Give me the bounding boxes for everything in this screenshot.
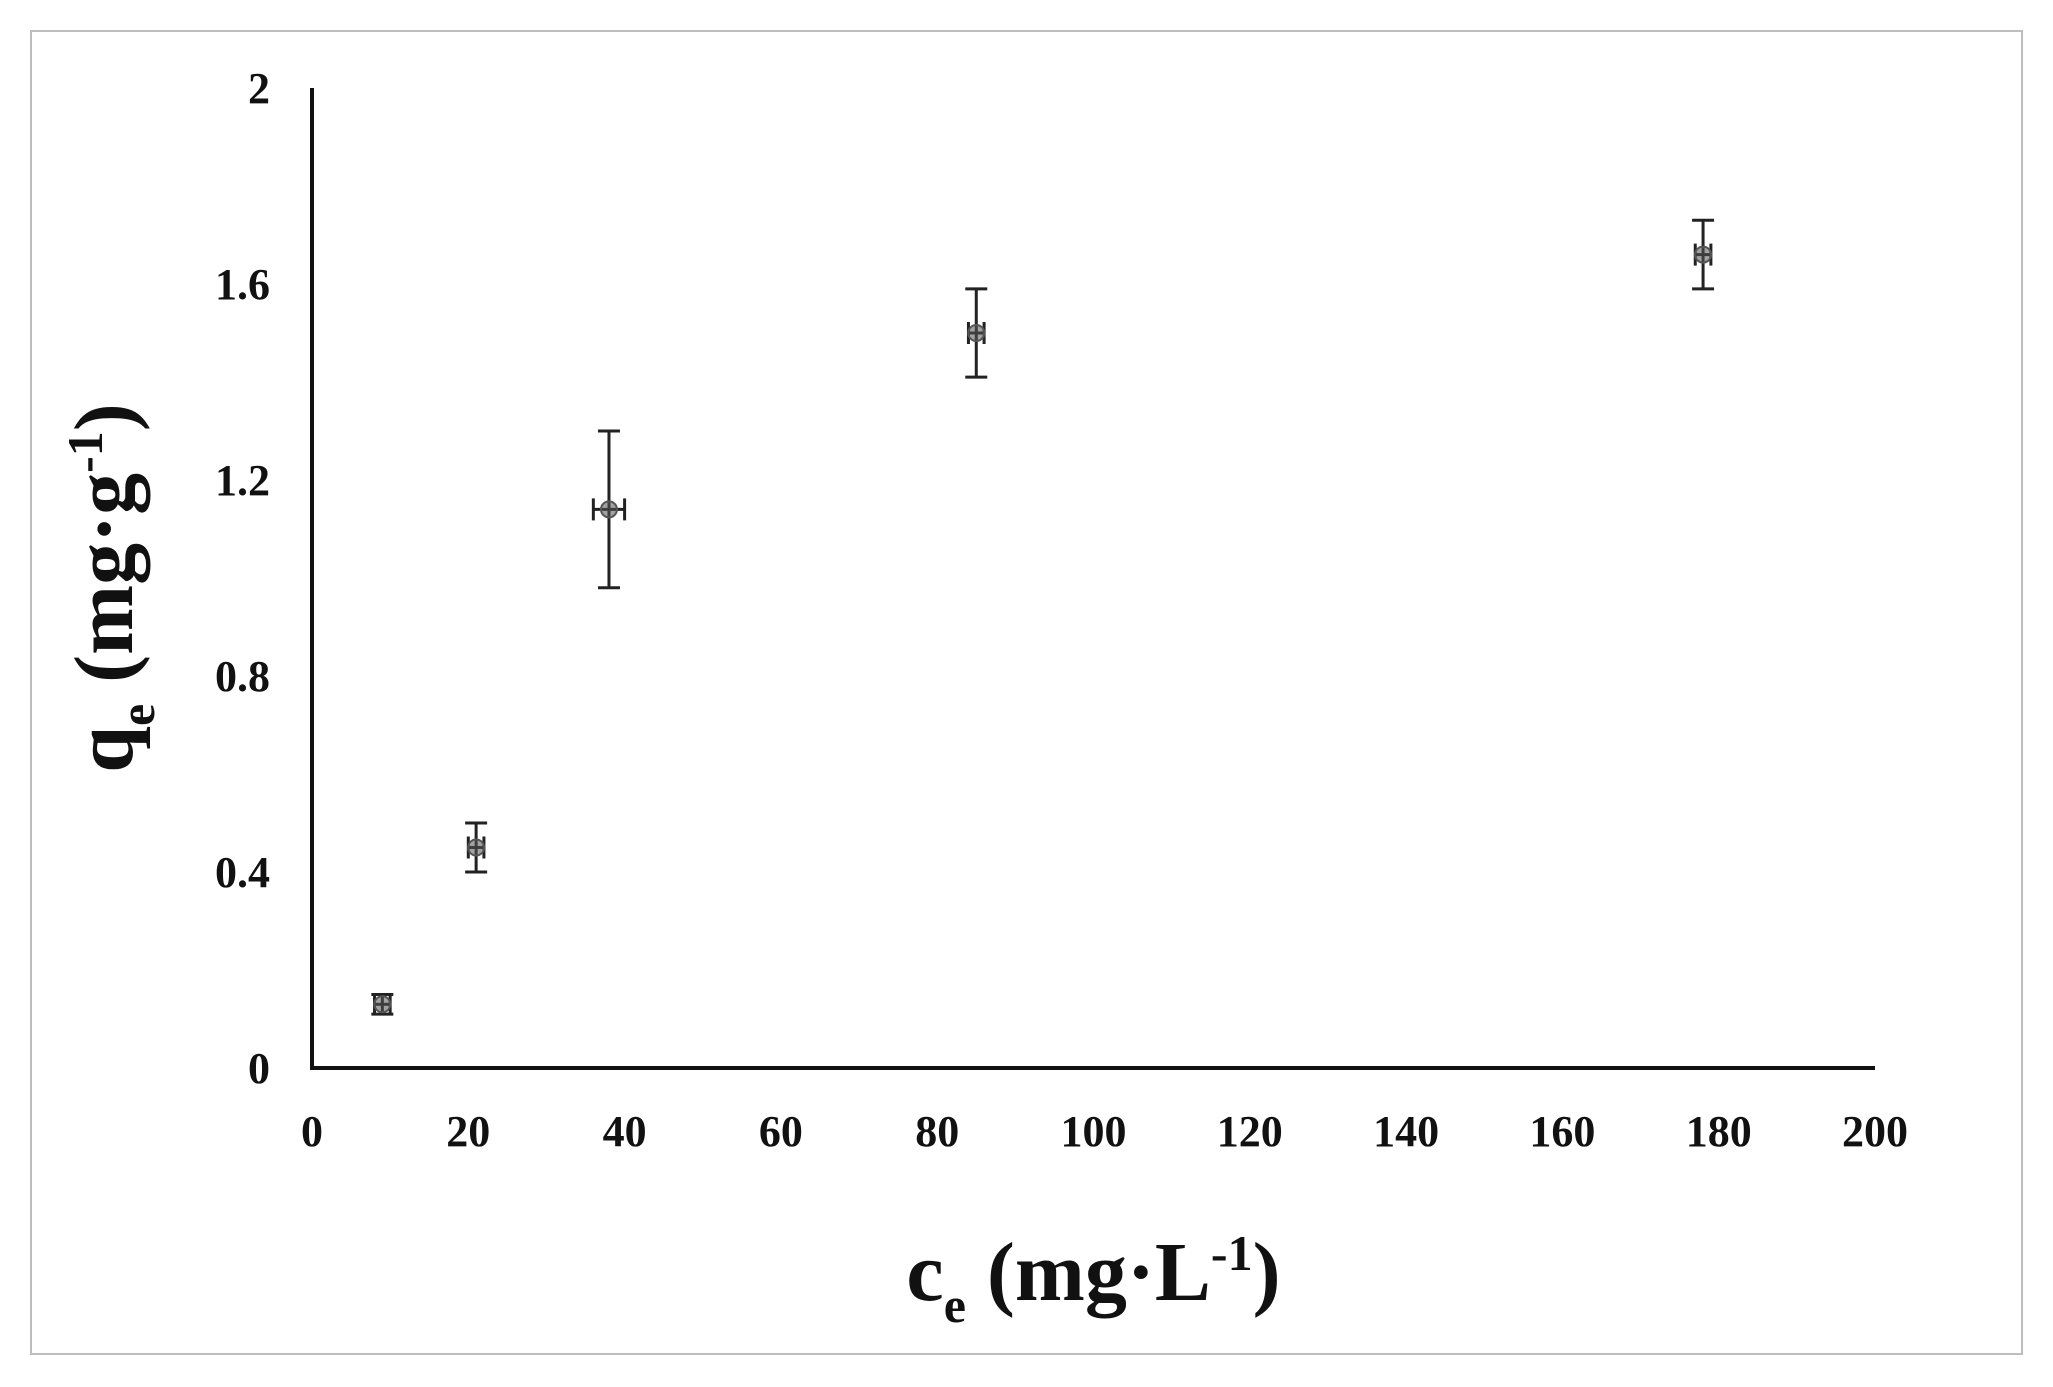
x-axis-title-close: ) xyxy=(1253,1226,1281,1319)
y-axis-title-close: ) xyxy=(58,403,151,431)
x-axis-title: ce (mg·L-1) xyxy=(906,1225,1280,1333)
y-tick-label: 0 xyxy=(248,1044,270,1093)
x-tick-label: 40 xyxy=(603,1107,647,1156)
x-tick-label: 160 xyxy=(1529,1107,1595,1156)
data-point xyxy=(599,500,618,519)
y-axis-title-sup: -1 xyxy=(57,431,113,473)
x-tick-label: 180 xyxy=(1686,1107,1752,1156)
axes xyxy=(310,88,1875,1070)
x-tick-label: 60 xyxy=(759,1107,803,1156)
y-axis-title-main: q xyxy=(58,726,151,773)
chart-frame xyxy=(30,30,2023,1355)
data-point xyxy=(967,324,986,342)
x-tick-label: 20 xyxy=(446,1107,490,1156)
data-points xyxy=(373,245,1713,1014)
y-axis-title-unit: (mg·g xyxy=(58,473,151,704)
x-tick-label: 100 xyxy=(1061,1107,1127,1156)
data-point xyxy=(467,838,486,857)
y-tick-label: 1.2 xyxy=(215,456,270,505)
x-axis-title-sup: -1 xyxy=(1211,1225,1253,1281)
error-bars xyxy=(371,218,1715,1016)
x-axis-title-main: c xyxy=(906,1226,943,1319)
y-tick-label: 0.8 xyxy=(215,652,270,701)
y-tick-label: 0.4 xyxy=(215,848,270,897)
y-tick-label: 1.6 xyxy=(215,260,270,309)
x-tick-label: 0 xyxy=(301,1107,323,1156)
y-tick-label: 2 xyxy=(248,64,270,113)
x-tick-label: 200 xyxy=(1842,1107,1908,1156)
y-axis-title: qe (mg·g-1) xyxy=(57,403,165,773)
x-axis-title-unit: (mg·L xyxy=(966,1226,1211,1319)
tick-labels: 0 20 40 60 80 100 120 140 160 180 200 0 0.4 0.8 1.2 1.6… xyxy=(215,64,1908,1156)
data-point xyxy=(1694,245,1713,264)
x-axis-title-sub: e xyxy=(944,1277,966,1333)
data-point xyxy=(373,995,392,1014)
x-tick-label: 120 xyxy=(1217,1107,1283,1156)
x-tick-label: 140 xyxy=(1373,1107,1439,1156)
y-axis-title-sub: e xyxy=(109,704,165,726)
x-tick-label: 80 xyxy=(915,1107,959,1156)
